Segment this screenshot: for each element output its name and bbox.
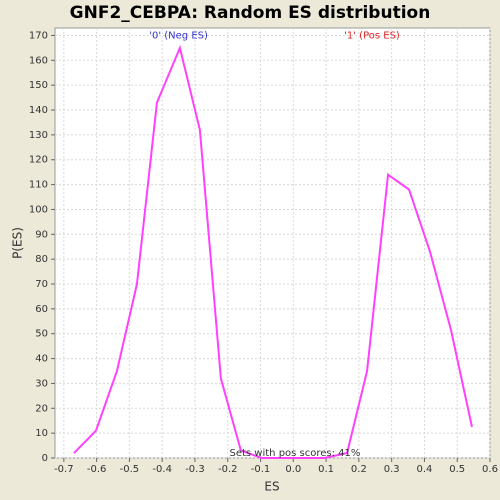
y-tick-label: 120: [29, 155, 48, 166]
y-tick-label: 70: [35, 279, 48, 290]
y-tick-label: 30: [35, 378, 48, 389]
y-tick-label: 130: [29, 130, 48, 141]
x-tick-label: 0.6: [482, 464, 498, 475]
x-tick-label: 0.4: [416, 464, 432, 475]
line: [73, 44, 473, 459]
y-tick-label: 50: [35, 329, 48, 340]
y-tick-label: 80: [35, 254, 48, 265]
y-tick-label: 170: [29, 30, 48, 41]
y-axis-label: P(ES): [11, 227, 25, 259]
plot-area: [54, 27, 491, 459]
annotation: Sets with pos scores: 41%: [229, 448, 360, 459]
x-tick-label: -0.1: [251, 464, 271, 475]
x-axis-label: ES: [264, 480, 279, 494]
x-tick-label: 0.2: [351, 464, 367, 475]
y-tick-label: 10: [35, 428, 48, 439]
x-tick-label: 0.3: [384, 464, 400, 475]
y-tick-label: 60: [35, 304, 48, 315]
annotation: '1' (Pos ES): [344, 30, 400, 41]
x-tick-label: -0.4: [152, 464, 172, 475]
y-tick-label: 150: [29, 80, 48, 91]
y-tick-label: 160: [29, 55, 48, 66]
x-tick-label: 0.5: [449, 464, 465, 475]
y-tick-label: 110: [29, 180, 48, 191]
y-tick-label: 90: [35, 229, 48, 240]
y-tick-label: 40: [35, 354, 48, 365]
y-tick-label: 20: [35, 403, 48, 414]
x-tick-label: 0.0: [285, 464, 301, 475]
x-tick-label: -0.2: [218, 464, 238, 475]
x-tick-label: -0.3: [185, 464, 205, 475]
x-tick-label: -0.6: [87, 464, 107, 475]
y-tick-label: 140: [29, 105, 48, 116]
annotation: '0' (Neg ES): [149, 30, 208, 41]
x-tick-label: -0.5: [120, 464, 140, 475]
chart-title: GNF2_CEBPA: Random ES distribution: [70, 3, 431, 23]
x-tick-label: -0.7: [54, 464, 74, 475]
y-tick-label: 0: [42, 453, 48, 464]
x-tick-label: 0.1: [318, 464, 334, 475]
y-tick-label: 100: [29, 204, 48, 215]
